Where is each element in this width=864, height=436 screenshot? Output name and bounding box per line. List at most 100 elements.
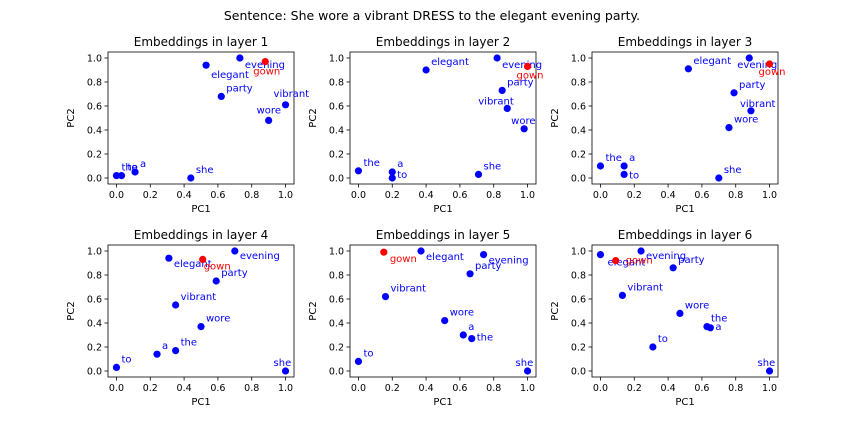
y-tick-label: 0.0 bbox=[87, 367, 102, 378]
point-label-vibrant: vibrant bbox=[478, 96, 514, 107]
point-label-to: to bbox=[128, 163, 138, 174]
point-to bbox=[117, 172, 126, 180]
subplot-title: Embeddings in layer 3 bbox=[618, 35, 752, 49]
y-tick-label: 1.0 bbox=[329, 247, 344, 258]
point-label-vibrant: vibrant bbox=[740, 99, 776, 110]
point-label-she: she bbox=[196, 165, 214, 176]
point-the bbox=[172, 347, 180, 355]
point-the bbox=[468, 335, 476, 343]
x-tick-label: 0.8 bbox=[728, 383, 743, 394]
point-party bbox=[466, 270, 474, 278]
point-gown bbox=[261, 58, 269, 66]
x-tick-label: 1.0 bbox=[278, 383, 293, 394]
y-axis-label: PC2 bbox=[550, 301, 561, 320]
point-gown bbox=[523, 62, 532, 70]
point-label-the: the bbox=[181, 338, 197, 349]
x-tick-label: 0.4 bbox=[661, 190, 676, 201]
point-she bbox=[523, 367, 532, 375]
y-tick-label: 0.0 bbox=[329, 174, 344, 185]
x-tick-label: 0.8 bbox=[486, 190, 501, 201]
y-axis-label: PC2 bbox=[308, 108, 319, 127]
y-tick-label: 0.6 bbox=[87, 102, 102, 113]
point-elegant bbox=[165, 254, 173, 262]
y-tick-label: 0.4 bbox=[87, 319, 102, 330]
point-label-a: a bbox=[629, 153, 635, 164]
x-axis-label: PC1 bbox=[191, 204, 210, 215]
point-gown bbox=[199, 255, 207, 263]
point-wore bbox=[676, 309, 684, 317]
y-tick-label: 0.8 bbox=[571, 271, 586, 282]
y-tick-label: 1.0 bbox=[329, 54, 344, 65]
point-evening bbox=[236, 54, 244, 62]
y-tick-label: 0.2 bbox=[571, 150, 586, 161]
point-elegant bbox=[684, 65, 692, 73]
point-label-party: party bbox=[221, 268, 248, 279]
point-label-elegant: elegant bbox=[211, 70, 249, 81]
point-label-a: a bbox=[162, 341, 168, 352]
y-tick-label: 0.0 bbox=[87, 174, 102, 185]
point-the bbox=[112, 172, 121, 180]
point-elegant bbox=[202, 61, 210, 69]
point-a bbox=[131, 168, 139, 176]
point-label-evening: evening bbox=[737, 60, 777, 71]
point-label-party: party bbox=[739, 80, 766, 91]
y-tick-label: 0.6 bbox=[87, 295, 102, 306]
point-party bbox=[730, 89, 738, 97]
x-tick-label: 0.2 bbox=[143, 190, 158, 201]
y-tick-label: 0.6 bbox=[329, 102, 344, 113]
subplot-title: Embeddings in layer 6 bbox=[618, 228, 752, 242]
x-tick-label: 0.2 bbox=[143, 383, 158, 394]
point-label-evening: evening bbox=[245, 60, 285, 71]
point-label-evening: evening bbox=[489, 256, 529, 267]
point-label-gown: gown bbox=[517, 70, 544, 81]
point-vibrant bbox=[281, 101, 290, 109]
y-tick-label: 0.8 bbox=[571, 78, 586, 89]
point-to bbox=[649, 343, 657, 351]
point-label-a: a bbox=[715, 322, 721, 333]
point-label-a: a bbox=[468, 322, 474, 333]
x-tick-label: 0.2 bbox=[627, 383, 642, 394]
point-party bbox=[498, 86, 506, 94]
point-she bbox=[474, 170, 483, 178]
y-axis-label: PC2 bbox=[550, 108, 561, 127]
point-label-to: to bbox=[363, 348, 373, 359]
x-tick-label: 0.0 bbox=[109, 383, 124, 394]
subplot-5: Embeddings in layer 5 0.0 0.2 0.4 0.6 0.8 1.0 0… bbox=[308, 228, 537, 408]
point-label-the: the bbox=[605, 153, 621, 164]
x-tick-label: 0.0 bbox=[351, 190, 366, 201]
x-tick-label: 0.4 bbox=[177, 383, 192, 394]
x-tick-label: 0.0 bbox=[109, 190, 124, 201]
x-tick-label: 0.6 bbox=[210, 383, 225, 394]
x-axis-label: PC1 bbox=[433, 397, 452, 408]
x-tick-label: 1.0 bbox=[278, 190, 293, 201]
point-elegant bbox=[417, 247, 425, 255]
x-tick-label: 1.0 bbox=[762, 383, 777, 394]
point-the bbox=[596, 162, 605, 170]
subplot-1: Embeddings in layer 1 0.0 0.2 0.4 0.6 0.8 1.0 0… bbox=[66, 35, 309, 215]
point-she bbox=[281, 367, 290, 375]
subplot-4: Embeddings in layer 4 0.0 0.2 0.4 0.6 0.8 1.0 0… bbox=[66, 228, 295, 408]
point-label-she: she bbox=[274, 358, 292, 369]
point-to bbox=[620, 170, 628, 178]
point-label-the: the bbox=[711, 314, 727, 325]
x-tick-label: 1.0 bbox=[520, 383, 535, 394]
y-tick-label: 0.6 bbox=[571, 295, 586, 306]
x-tick-label: 0.6 bbox=[452, 383, 467, 394]
point-evening bbox=[637, 247, 645, 255]
point-vibrant bbox=[503, 104, 511, 112]
x-tick-label: 0.2 bbox=[385, 383, 400, 394]
point-label-elegant: elegant bbox=[431, 57, 469, 68]
subplot-title: Embeddings in layer 4 bbox=[134, 228, 268, 242]
x-tick-label: 0.8 bbox=[244, 383, 259, 394]
y-tick-label: 0.4 bbox=[571, 319, 586, 330]
point-label-to: to bbox=[658, 334, 668, 345]
point-the bbox=[354, 167, 363, 175]
point-a bbox=[706, 324, 714, 332]
subplot-title: Embeddings in layer 5 bbox=[376, 228, 510, 242]
y-tick-label: 0.4 bbox=[329, 319, 344, 330]
point-label-wore: wore bbox=[685, 300, 709, 311]
point-label-wore: wore bbox=[450, 308, 474, 319]
point-party bbox=[217, 92, 225, 100]
point-label-a: a bbox=[140, 159, 146, 170]
x-tick-label: 0.0 bbox=[351, 383, 366, 394]
